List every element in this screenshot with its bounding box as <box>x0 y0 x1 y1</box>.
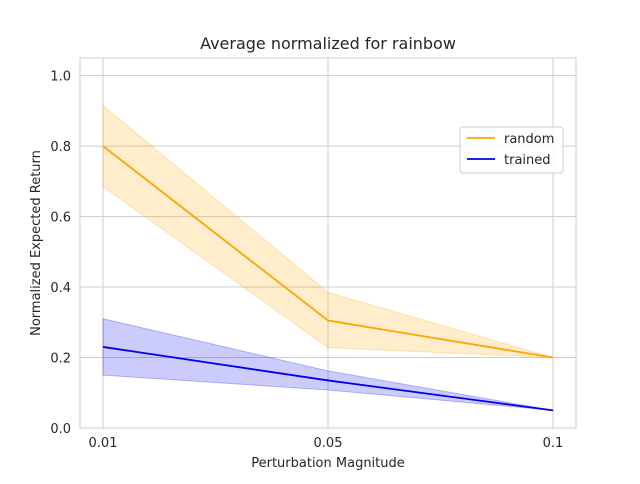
y-tick-label: 0.2 <box>50 352 71 367</box>
legend: random trained <box>460 127 563 173</box>
legend-label-trained: trained <box>504 153 551 168</box>
y-tick-label: 1.0 <box>50 70 71 85</box>
y-tick-label: 0.6 <box>50 211 71 226</box>
y-tick-label: 0.0 <box>50 422 71 437</box>
y-axis-label: Normalized Expected Return <box>29 150 44 336</box>
x-tick-label: 0.01 <box>89 436 118 451</box>
x-tick-label: 0.1 <box>543 436 564 451</box>
chart-title: Average normalized for rainbow <box>200 34 456 53</box>
legend-label-random: random <box>504 132 554 147</box>
y-tick-label: 0.4 <box>50 281 71 296</box>
y-tick-label: 0.8 <box>50 140 71 155</box>
x-tick-label: 0.05 <box>314 436 343 451</box>
x-axis-label: Perturbation Magnitude <box>251 456 405 471</box>
